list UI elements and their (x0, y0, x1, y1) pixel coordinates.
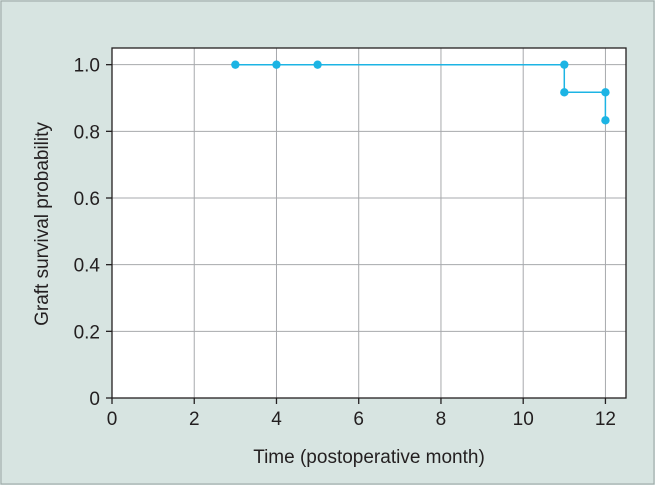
grid-lines (112, 48, 626, 398)
data-point (601, 116, 610, 125)
x-tick-label: 4 (271, 409, 282, 430)
axes (106, 47, 627, 404)
y-tick-label: 0.8 (74, 122, 100, 143)
series-layer (231, 60, 610, 125)
tick-labels: 0 2 4 6 8 10 12 0 0.2 0.4 0.6 0.8 1.0 (74, 56, 616, 430)
x-tick-label: 2 (189, 409, 200, 430)
y-tick-label: 0.6 (74, 189, 100, 210)
y-tick-label: 0.4 (74, 256, 101, 277)
x-tick-label: 10 (513, 409, 534, 430)
data-point (231, 60, 240, 69)
data-point (560, 88, 569, 97)
data-point (313, 60, 322, 69)
x-axis-label: Time (postoperative month) (253, 447, 485, 468)
y-tick-label: 0 (89, 389, 100, 410)
y-axis-label: Graft survival probability (32, 122, 53, 326)
x-tick-label: 0 (107, 409, 118, 430)
x-tick-label: 12 (595, 409, 616, 430)
x-tick-label: 8 (436, 409, 447, 430)
y-tick-label: 0.2 (74, 322, 100, 343)
plot-area (112, 48, 626, 398)
plot-frame (111, 47, 627, 399)
data-point (560, 60, 569, 69)
data-point (601, 88, 610, 97)
y-tick-label: 1.0 (74, 56, 100, 77)
x-tick-label: 6 (353, 409, 364, 430)
data-point (272, 60, 281, 69)
